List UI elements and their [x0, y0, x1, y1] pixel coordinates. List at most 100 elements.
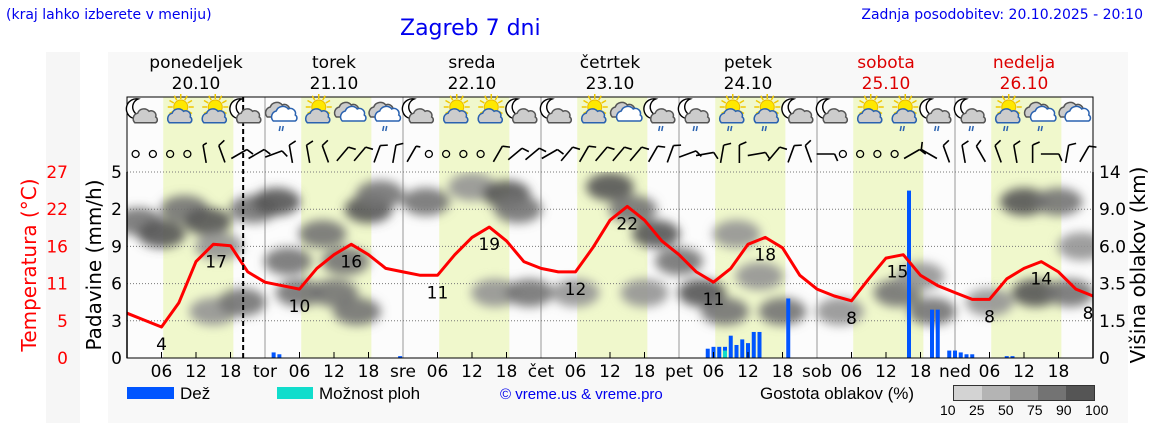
moon-cloud-rain-icon — [919, 98, 952, 132]
sun-cloud-rain-icon — [891, 94, 919, 132]
sun-ray — [874, 95, 878, 101]
moon-cloud-icon — [815, 98, 848, 124]
wind-barb-flag — [321, 139, 329, 147]
cloud-density-blob — [965, 288, 1014, 317]
wind-barb-icon — [903, 148, 927, 160]
sun-ray — [325, 99, 331, 104]
day-date: 21.10 — [310, 74, 359, 94]
location-menu-hint[interactable]: (kraj lahko izberete v meniju) — [6, 7, 212, 23]
sun-cloud-icon — [167, 94, 194, 124]
temperature-tick-label: 22 — [46, 200, 68, 220]
wind-barb-flag — [739, 141, 747, 146]
rain-bar — [935, 309, 940, 358]
wind-barb-flag — [306, 140, 314, 146]
rain-drop — [661, 125, 664, 132]
wind-barb-icon — [804, 139, 813, 163]
moon-cloud-icon — [539, 98, 572, 124]
cloud-shape — [512, 108, 538, 124]
wind-barb-flag — [572, 146, 581, 151]
wind-barb-shaft — [1064, 144, 1070, 164]
density-level-label: 10 — [940, 402, 956, 418]
density-level-label: 50 — [998, 402, 1014, 418]
wind-barb-icon — [373, 144, 388, 163]
hour-tick-label: 18 — [772, 362, 794, 382]
day-name: sreda — [448, 53, 495, 73]
wind-barb-icon — [647, 145, 666, 163]
moon-cloud-rain-icon — [643, 98, 676, 132]
moon-cloud-icon — [781, 98, 814, 124]
wind-barb-icon — [920, 141, 938, 160]
hour-tick-label: 18 — [1048, 362, 1070, 382]
wind-barb-icon — [202, 142, 208, 164]
cloud-density-blob — [816, 297, 864, 326]
temperature-tick-label: 11 — [46, 275, 68, 295]
sun-ray — [755, 99, 761, 104]
wind-barb-flag — [1058, 153, 1063, 162]
wind-barb-icon — [816, 153, 839, 162]
wind-barb-icon — [1040, 153, 1063, 162]
cloud-shape — [339, 105, 367, 122]
day-date: 22.10 — [448, 74, 497, 94]
wind-barb-icon — [1013, 140, 1021, 164]
credit-link[interactable]: © vreme.us & vreme.pro — [500, 386, 663, 403]
wind-barb-shaft — [1079, 145, 1090, 163]
rain-drop — [968, 125, 971, 132]
sun-ray — [1001, 95, 1006, 101]
sun-ray — [1012, 95, 1016, 101]
wind-barb-shaft — [524, 147, 540, 161]
sun-ray — [169, 99, 175, 104]
rain-drop — [764, 125, 767, 132]
sun-ray — [208, 95, 212, 101]
density-swatch — [1010, 386, 1038, 400]
cloud-density-blob — [356, 180, 404, 209]
page-title: Zagreb 7 dni — [400, 16, 541, 41]
cloud-shape — [960, 108, 986, 124]
wind-barb-icon — [560, 146, 581, 162]
wind-barb-shaft — [492, 145, 504, 163]
precip-axis-title: Padavine (mm/h) — [82, 179, 106, 350]
last-update: Zadnja posodobitev: 20.10.2025 - 20:10 — [861, 7, 1143, 23]
temperature-label: 19 — [478, 235, 500, 255]
wind-barb-shaft — [994, 145, 1002, 163]
temperature-label: 18 — [754, 245, 776, 265]
rain-bar — [277, 354, 282, 358]
day-name: četrtek — [580, 53, 641, 73]
wind-barb-shaft — [541, 148, 558, 160]
rain-bar — [757, 331, 762, 358]
wind-barb-icon — [578, 145, 597, 163]
sun-ray — [877, 99, 883, 104]
wind-barb-icon — [612, 146, 632, 162]
cloud-density-blob — [1000, 187, 1048, 216]
sun-ray — [583, 99, 589, 104]
sun-ray — [445, 99, 451, 104]
hour-tick-label: 06 — [841, 362, 863, 382]
day-abbr-label: ned — [939, 362, 971, 382]
cloud-density-blob — [195, 232, 243, 261]
cloud-shape — [650, 108, 676, 124]
sun-ray — [497, 99, 503, 104]
hour-tick-label: 18 — [910, 362, 932, 382]
cloud-density-legend-label: Gostota oblakov (%) — [760, 384, 915, 403]
density-level-label: 90 — [1056, 402, 1072, 418]
wind-barb-shaft — [288, 144, 294, 164]
wind-barb-flag — [202, 142, 208, 146]
cloud-height-tick-label: 14 — [1099, 163, 1121, 183]
sun-cloud-icon — [201, 94, 229, 124]
rain-drop — [278, 125, 281, 132]
wind-barb-shaft — [202, 144, 207, 164]
moon-cloud-icon — [229, 98, 262, 124]
moon-cloud-icon — [125, 98, 158, 124]
rain-drop — [281, 125, 284, 132]
cloud-shape — [581, 108, 607, 124]
rain-legend-label: Dež — [180, 384, 211, 403]
wind-barb-flag — [723, 142, 732, 146]
calm-wind-icon — [441, 149, 451, 159]
wind-barb-shaft — [248, 148, 265, 160]
calm-wind-icon — [838, 149, 848, 159]
wind-barb-shaft — [695, 151, 714, 157]
showers-bar — [723, 350, 727, 358]
wind-barb-flag — [641, 146, 650, 151]
wind-barb-icon — [747, 151, 771, 160]
rain-bar — [746, 343, 750, 358]
wind-barb-flag — [794, 144, 802, 147]
